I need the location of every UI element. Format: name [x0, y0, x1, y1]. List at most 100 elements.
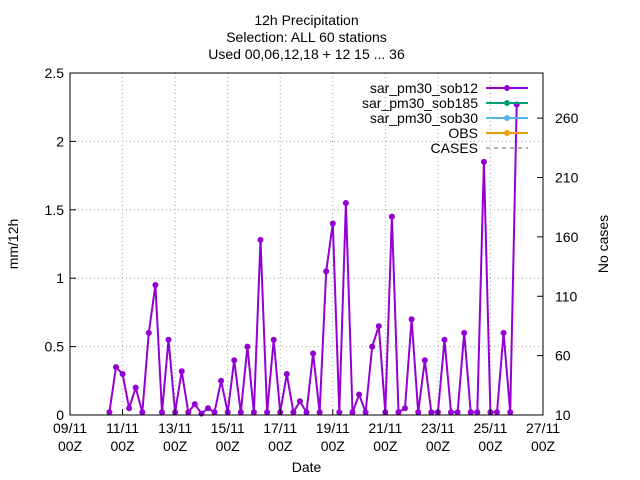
series-point	[283, 371, 290, 377]
chart-title: Selection: ALL 60 stations	[226, 29, 387, 45]
x-tick-label: 00Z	[531, 438, 556, 454]
legend-label: sar_pm30_sob185	[362, 95, 478, 111]
y2-axis-label: No cases	[595, 215, 611, 273]
chart-title: 12h Precipitation	[254, 12, 358, 28]
series-point	[191, 401, 198, 408]
series-point	[336, 409, 343, 416]
x-tick-label: 25/11	[473, 420, 507, 436]
legend-label: CASES	[431, 140, 478, 156]
series-point	[454, 409, 461, 416]
x-tick-label: 11/11	[106, 420, 139, 436]
x-tick-label: 09/11	[53, 420, 87, 436]
x-tick-label: 00Z	[478, 438, 503, 454]
series-point	[152, 282, 159, 288]
series-point	[303, 409, 310, 416]
legend-label: sar_pm30_sob12	[370, 80, 478, 96]
series-point	[356, 391, 363, 398]
x-tick-label: 00Z	[268, 438, 293, 454]
series-point	[178, 368, 185, 375]
series-point	[119, 371, 126, 377]
series-point	[329, 220, 336, 227]
series-point	[349, 409, 356, 416]
series-point	[480, 158, 487, 165]
x-tick-label: 00Z	[58, 438, 83, 454]
series-point	[218, 377, 225, 384]
series-point	[231, 357, 238, 364]
series-point	[165, 336, 172, 343]
chart-series	[106, 101, 520, 417]
x-tick-label: 23/11	[421, 420, 455, 436]
series-point	[474, 409, 481, 416]
y2-tick-label: 60	[555, 348, 571, 364]
series-point	[323, 268, 330, 275]
series-point	[257, 236, 264, 243]
legend-marker	[504, 115, 510, 121]
series-point	[244, 343, 251, 350]
y-tick-label: 0.5	[45, 339, 65, 355]
series-point	[310, 350, 317, 357]
legend-marker	[504, 100, 510, 106]
y-tick-label: 1.5	[45, 202, 65, 218]
y2-tick-label: 160	[555, 229, 579, 245]
x-tick-label: 00Z	[216, 438, 241, 454]
x-axis-label: Date	[292, 459, 322, 475]
series-point	[198, 410, 205, 417]
plot-border	[69, 72, 544, 416]
series-point	[139, 409, 146, 416]
series-point	[369, 343, 376, 350]
series-point	[316, 409, 323, 416]
x-tick-label: 15/11	[211, 420, 245, 436]
legend-marker	[504, 85, 510, 91]
legend-marker	[504, 130, 510, 136]
series-point	[402, 405, 408, 412]
series-point	[270, 336, 277, 343]
series-point	[428, 409, 435, 416]
y-tick-label: 2	[56, 133, 64, 149]
x-tick-label: 17/11	[263, 420, 297, 436]
x-tick-label: 00Z	[163, 438, 188, 454]
x-tick-label: 00Z	[373, 438, 398, 454]
series-point	[113, 364, 119, 371]
series-point	[362, 409, 369, 416]
series-point	[375, 323, 382, 330]
axis-ticks: 09/11 00Z 11/11 00Z 13/11 00Z 15/11 00Z 17/11 00Z…	[45, 65, 579, 454]
series-point	[126, 405, 133, 412]
y2-tick-label: 260	[555, 110, 579, 126]
series-point	[250, 409, 257, 416]
series-point	[388, 213, 395, 220]
series-point	[106, 409, 113, 416]
series-point	[211, 409, 218, 416]
x-tick-label: 27/11	[526, 420, 560, 436]
legend-label: sar_pm30_sob30	[370, 110, 478, 126]
x-tick-label: 19/11	[316, 420, 350, 436]
x-tick-label: 13/11	[158, 420, 192, 436]
y-tick-label: 2.5	[45, 65, 65, 81]
y-tick-label: 1	[56, 270, 64, 286]
legend-label: OBS	[448, 125, 478, 141]
series-point	[296, 398, 303, 405]
series-point	[500, 329, 507, 336]
series-point	[494, 409, 500, 416]
x-tick-label: 21/11	[368, 420, 402, 436]
x-tick-label: 00Z	[426, 438, 451, 454]
series-point	[467, 409, 474, 416]
series-point	[441, 336, 448, 343]
series-point	[145, 329, 152, 336]
chart-legend: sar_pm30_sob12sar_pm30_sob185sar_pm30_so…	[362, 80, 528, 156]
chart-title: Used 00,06,12,18 + 12 15 ... 36	[208, 46, 405, 62]
series-point	[205, 405, 211, 412]
series-point	[461, 329, 468, 336]
series-point	[448, 409, 454, 416]
series-point	[159, 409, 165, 416]
series-point	[132, 384, 139, 391]
series-point	[264, 409, 271, 416]
series-point	[185, 409, 192, 416]
y-axis-label: mm/12h	[5, 219, 21, 270]
series-point	[342, 200, 349, 206]
series-point	[415, 409, 422, 416]
y2-tick-label: 210	[555, 170, 579, 186]
series-point	[237, 409, 244, 416]
y2-tick-label: 110	[555, 288, 578, 304]
